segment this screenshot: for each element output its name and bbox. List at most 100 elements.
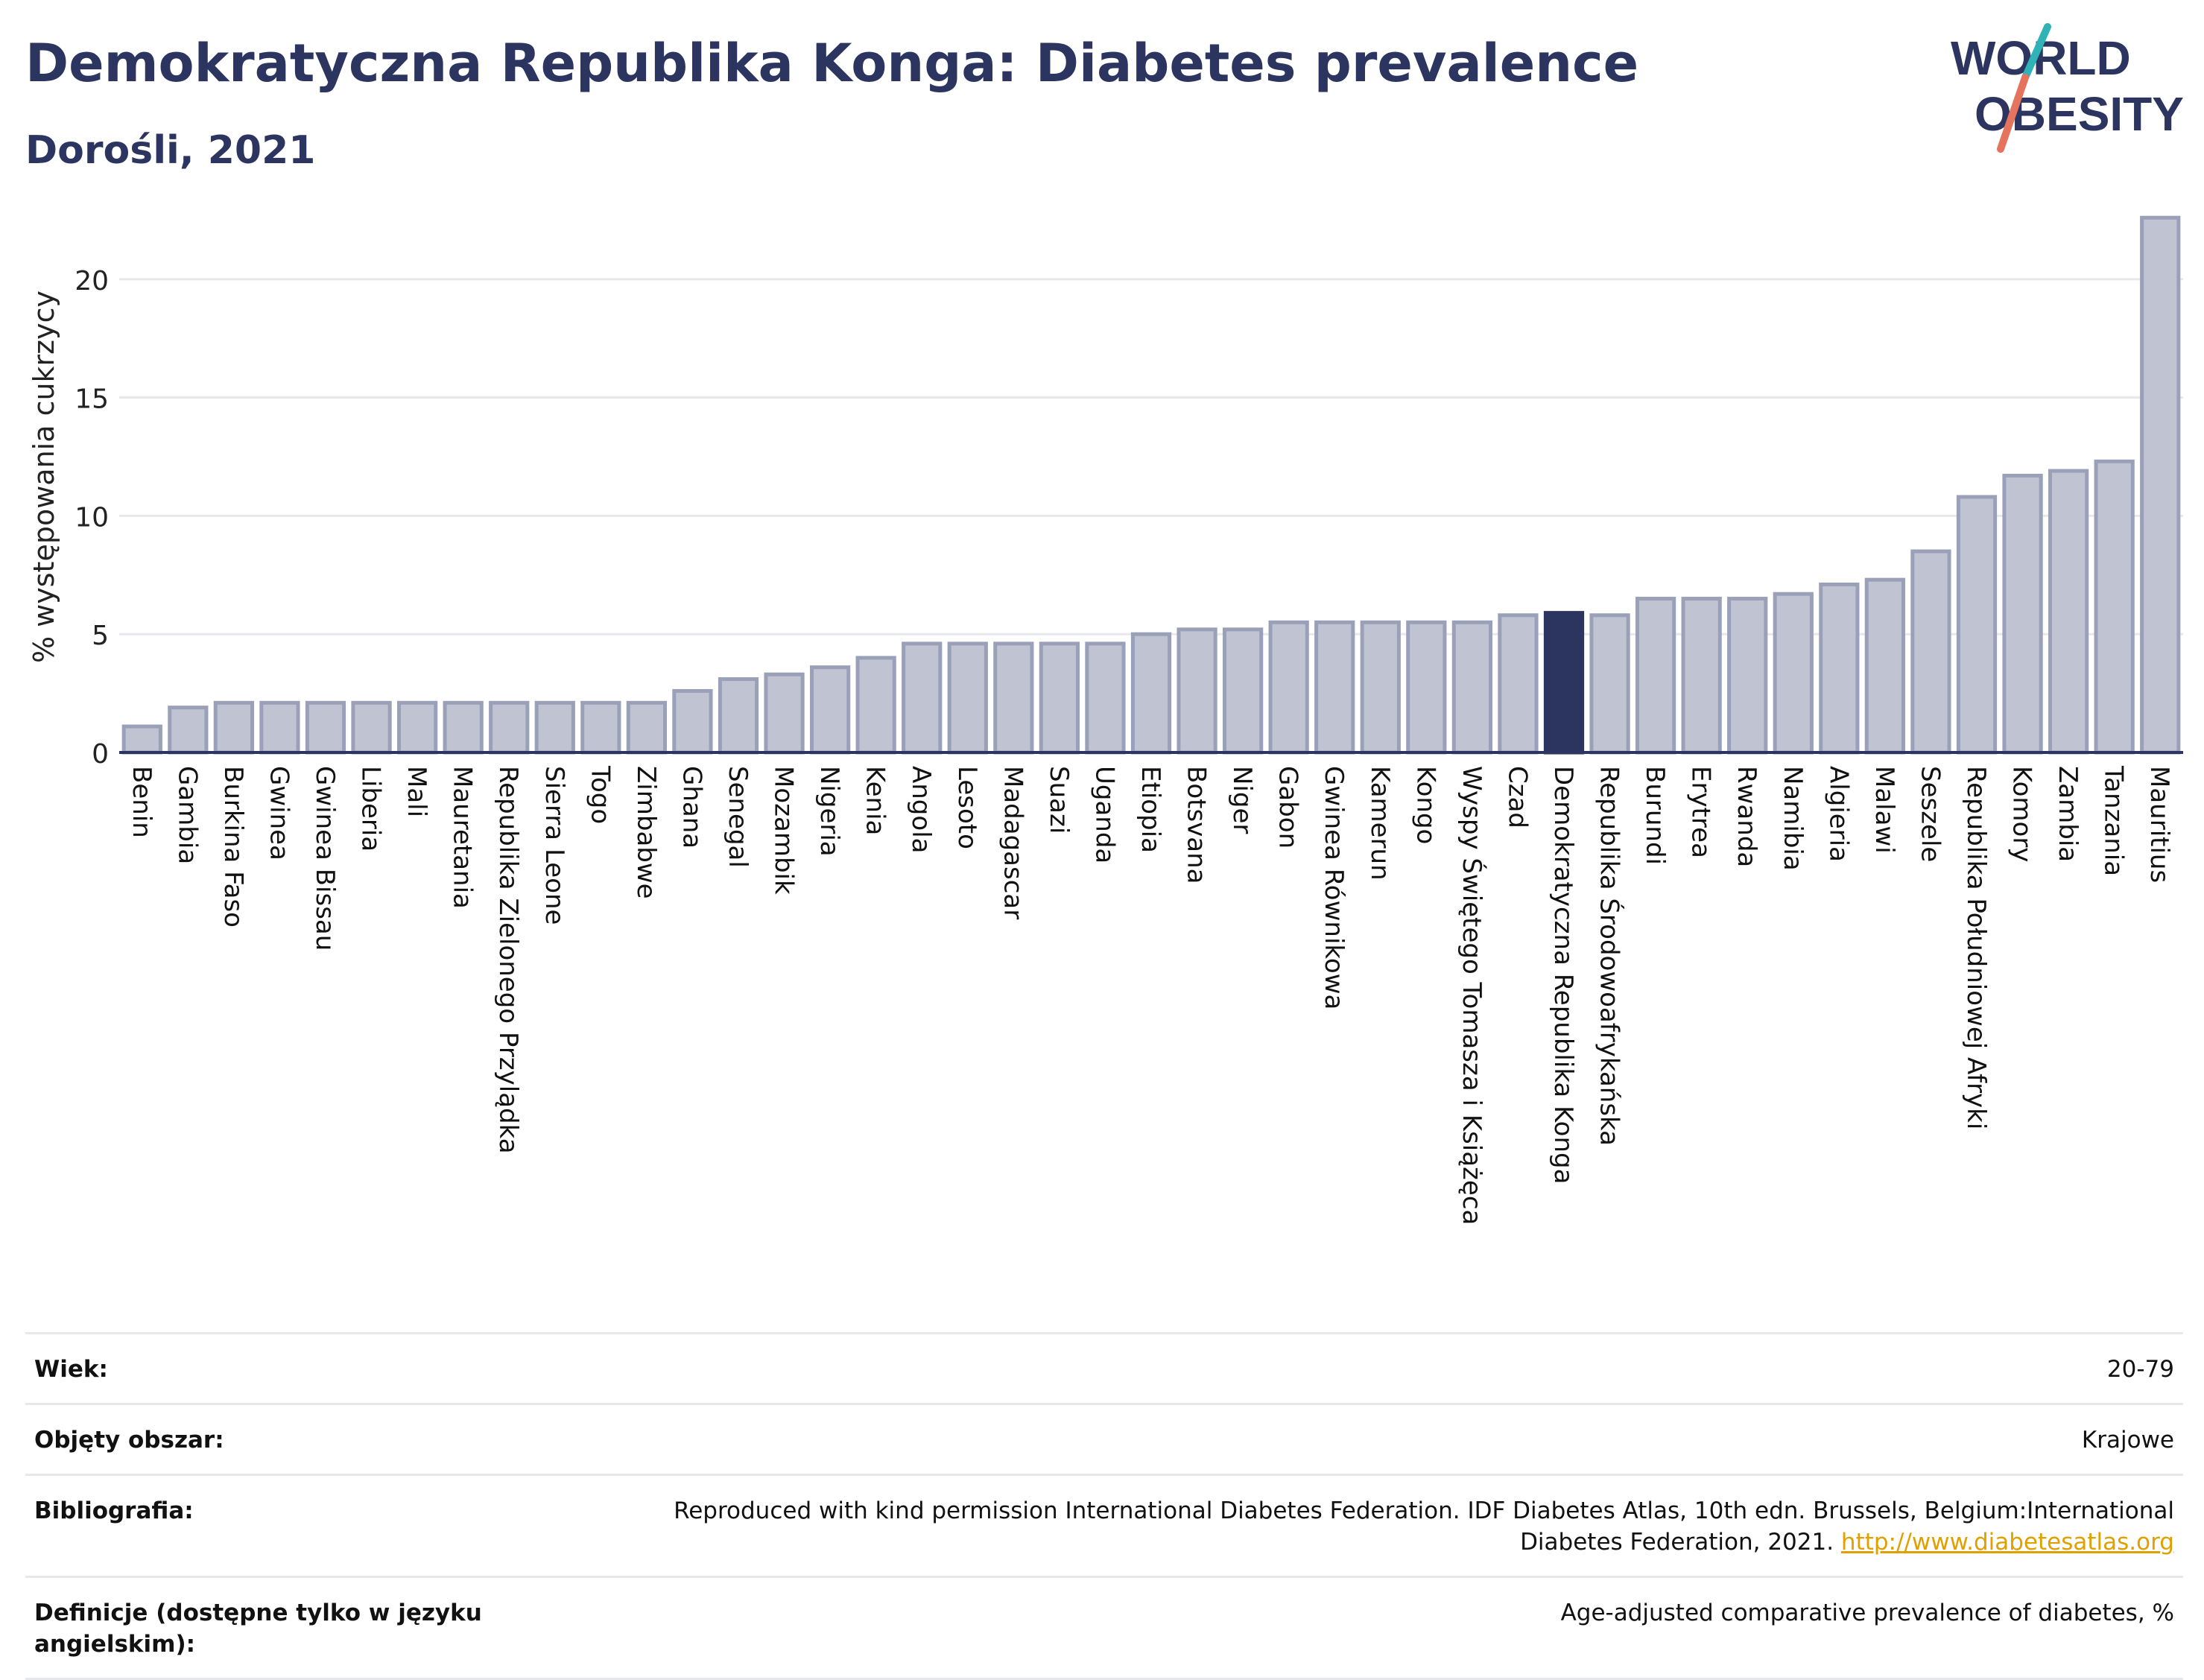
page-title: Demokratyczna Republika Konga: Diabetes … — [25, 33, 1639, 94]
bar-10 — [534, 700, 575, 755]
x-tick-label: Republika Południowej Afryki — [1961, 766, 1991, 1129]
bar-23 — [1130, 632, 1172, 755]
x-tick-label: Seszele — [1915, 766, 1945, 862]
bar-21 — [1039, 641, 1080, 755]
bar-4 — [259, 700, 300, 755]
bar-25 — [1222, 627, 1264, 755]
bar-34 — [1635, 597, 1676, 755]
x-tick-label: Mauritius — [2144, 766, 2174, 883]
bar-12 — [626, 700, 668, 755]
info-label: Wiek: — [34, 1356, 108, 1383]
bar-31 — [1498, 613, 1539, 755]
x-tick-label: Kamerun — [1365, 766, 1395, 881]
y-tick-label: 5 — [92, 621, 109, 651]
x-tick-label: Burkina Faso — [218, 766, 248, 928]
bar-19 — [947, 641, 988, 755]
bar-33 — [1589, 613, 1630, 755]
x-tick-label: Gwinea — [264, 766, 294, 860]
bar-3 — [213, 700, 255, 755]
info-row: Definicje (dostępne tylko w języku angie… — [25, 1576, 2183, 1680]
info-label: Bibliografia: — [34, 1497, 194, 1524]
bar-17 — [855, 656, 896, 755]
x-tick-label: Madagascar — [998, 766, 1027, 919]
x-tick-label: Burundi — [1640, 766, 1670, 865]
x-tick-label: Gwinea Bissau — [310, 766, 340, 951]
bar-5 — [305, 700, 346, 755]
x-tick-label: Gambia — [172, 766, 202, 864]
bar-36 — [1727, 597, 1768, 755]
bar-1 — [121, 724, 162, 755]
info-value: Krajowe — [2081, 1427, 2174, 1454]
x-tick-label: Gabon — [1273, 766, 1303, 849]
bar-18 — [902, 641, 943, 755]
info-value: Reproduced with kind permission Internat… — [674, 1497, 2174, 1556]
y-axis-label: % występowania cukrzycy — [28, 291, 60, 663]
bar-6 — [351, 700, 392, 755]
bar-16 — [809, 665, 851, 755]
x-tick-label: Suazi — [1044, 766, 1074, 834]
bar-27 — [1314, 620, 1355, 755]
x-tick-label: Angola — [906, 766, 936, 853]
bar-35 — [1681, 597, 1722, 755]
bar-41 — [1956, 495, 1998, 755]
bar-26 — [1268, 620, 1309, 755]
source-link[interactable]: http://www.diabetesatlas.org — [1840, 1529, 2174, 1556]
x-tick-label: Botsvana — [1182, 766, 1212, 884]
info-value: 20-79 — [2106, 1356, 2174, 1383]
info-table: Wiek: 20-79 Objęty obszar: Krajowe Bibliogra… — [25, 1332, 2183, 1680]
x-tick-label: Benin — [127, 766, 156, 838]
y-tick-label: 15 — [75, 384, 109, 415]
x-tick-label: Tanzania — [2099, 765, 2129, 876]
info-row: Bibliografia: Reproduced with kind permis… — [25, 1474, 2183, 1576]
info-row: Objęty obszar: Krajowe — [25, 1403, 2183, 1474]
page-subtitle: Dorośli, 2021 — [25, 128, 316, 173]
bar-45 — [2140, 215, 2181, 755]
x-tick-label: Republika Zielonego Przylądka — [493, 766, 523, 1154]
logo-slash-red — [1997, 74, 2029, 153]
x-tick-label: Czad — [1502, 766, 1532, 828]
x-tick-label: Senegal — [723, 766, 753, 868]
x-tick-label: Mali — [402, 766, 431, 817]
info-row: Wiek: 20-79 — [25, 1332, 2183, 1403]
bar-13 — [672, 688, 713, 755]
x-tick-label: Uganda — [1089, 766, 1119, 863]
x-tick-label: Malawi — [1869, 766, 1899, 854]
logo-slash-teal — [2021, 23, 2051, 81]
x-tick-label: Gwinea Równikowa — [1319, 766, 1349, 1009]
bar-29 — [1406, 620, 1447, 755]
bar-43 — [2048, 469, 2089, 755]
bar-38 — [1819, 582, 1860, 755]
bar-32 — [1543, 611, 1585, 755]
x-tick-label: Sierra Leone — [539, 766, 569, 925]
bar-39 — [1864, 577, 1906, 755]
x-tick-label: Wyspy Świętego Tomasza i Książęca — [1457, 766, 1487, 1225]
x-tick-label: Mauretania — [448, 766, 478, 909]
info-value: Age-adjusted comparative prevalence of d… — [1560, 1600, 2174, 1626]
x-tick-label: Nigeria — [814, 766, 844, 857]
bar-44 — [2094, 459, 2135, 755]
x-tick-label: Rwanda — [1732, 766, 1761, 867]
x-tick-label: Togo — [585, 765, 615, 824]
bar-chart: 0 5 10 15 20 % występowania cukrzycy Benin Gamb… — [28, 215, 2183, 1225]
bar-40 — [1910, 549, 1951, 755]
bar-20 — [993, 641, 1034, 755]
y-tick-label: 0 — [92, 739, 109, 770]
x-tick-label: Republika Środowoafrykańska — [1595, 766, 1625, 1146]
bar-42 — [2002, 473, 2043, 755]
bar-7 — [396, 700, 438, 755]
bar-22 — [1085, 641, 1126, 755]
x-tick-label: Erytrea — [1686, 766, 1716, 858]
bar-9 — [489, 700, 530, 755]
x-tick-label: Zambia — [2053, 766, 2083, 862]
x-tick-label: Kongo — [1410, 766, 1440, 844]
bar-15 — [764, 672, 805, 755]
world-obesity-logo: WORLD OBESITY — [1951, 23, 2184, 153]
y-tick-label: 10 — [75, 502, 109, 533]
bar-30 — [1451, 620, 1493, 755]
bar-24 — [1177, 627, 1217, 755]
x-tick-label: Lesoto — [952, 766, 982, 849]
x-tick-label: Demokratyczna Republika Konga — [1548, 766, 1578, 1184]
y-tick-label: 20 — [75, 266, 109, 297]
x-tick-label: Liberia — [356, 766, 386, 852]
x-tick-label: Ghana — [677, 766, 706, 849]
